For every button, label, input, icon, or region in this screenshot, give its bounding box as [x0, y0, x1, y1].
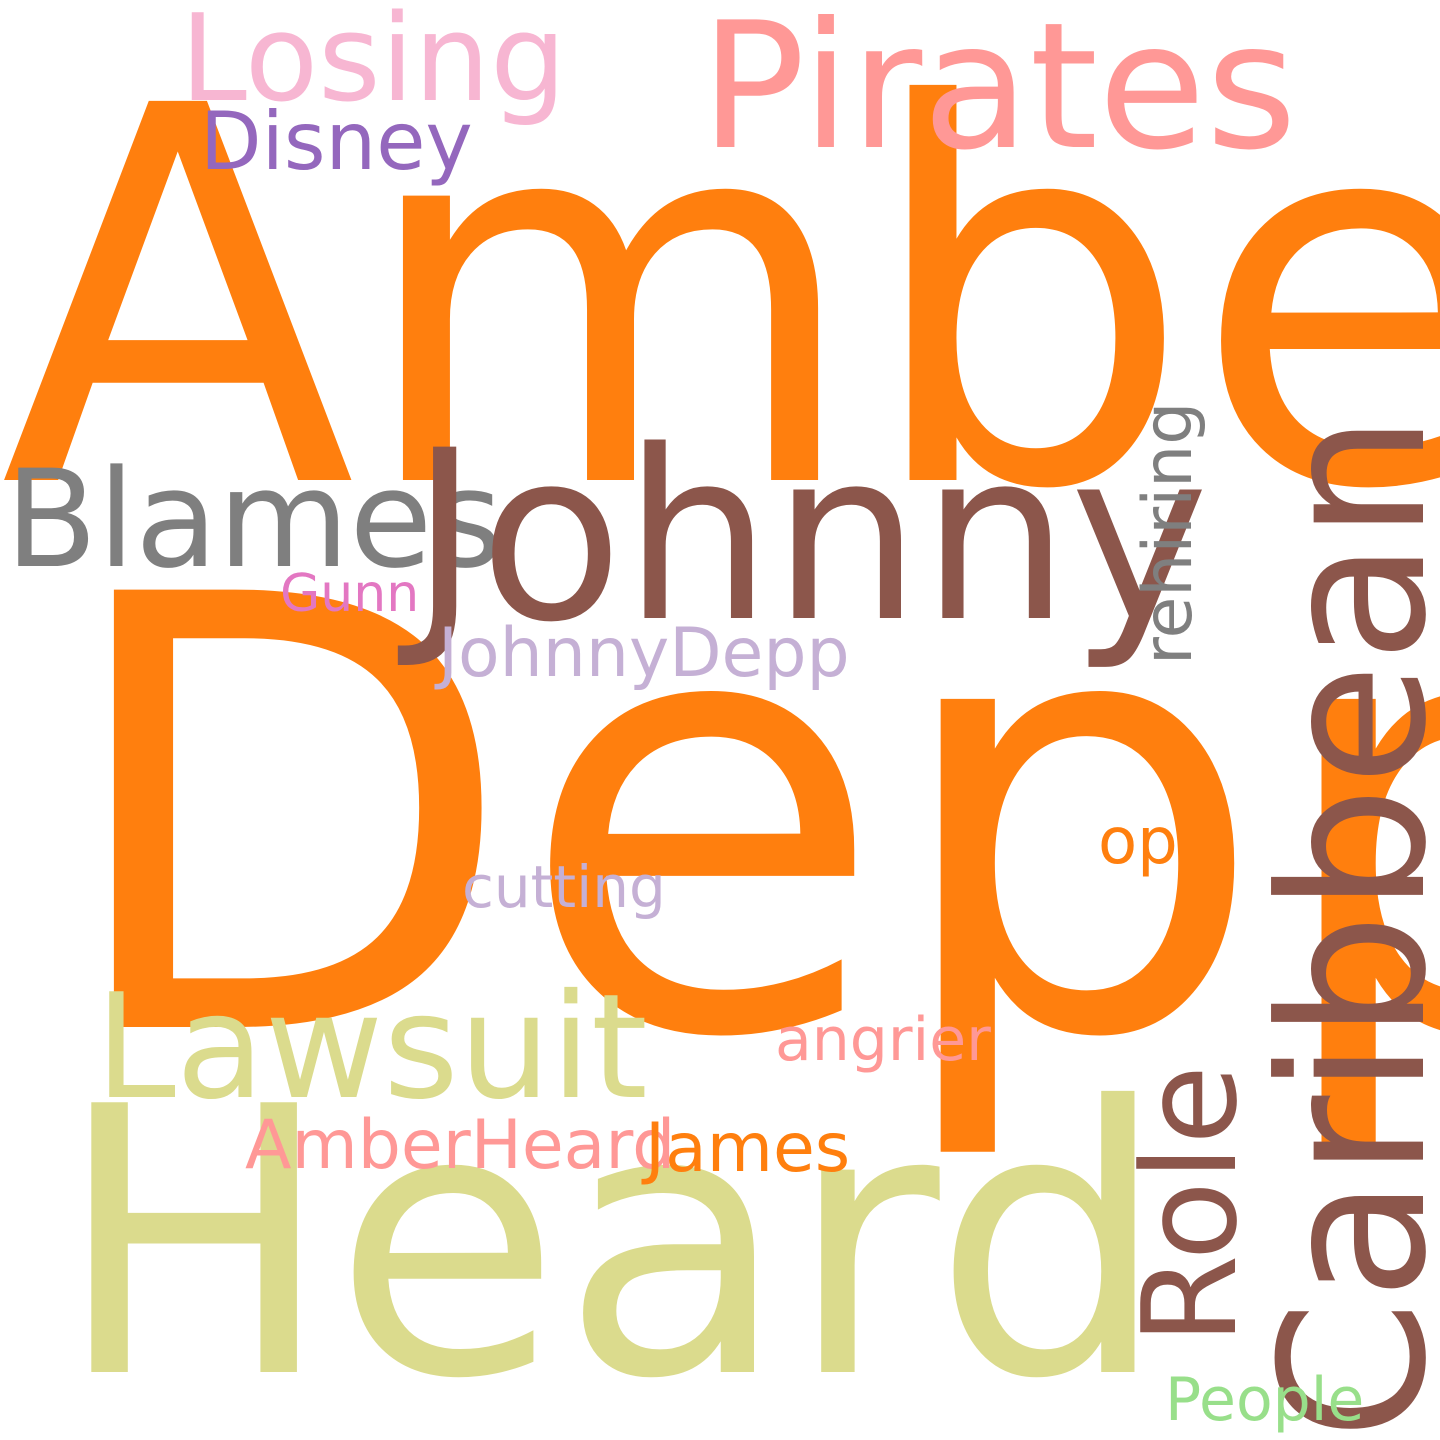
word-amber: Amber — [0, 0, 1440, 603]
word-johnny: Johnny — [410, 401, 1209, 674]
word-lawsuit: Lawsuit — [95, 963, 648, 1132]
word-caribbean: Caribbean — [1238, 413, 1440, 1440]
word-blames: Blames — [5, 441, 503, 598]
word-role: Role — [1114, 1064, 1266, 1345]
word-amberheard: AmberHeard — [245, 1106, 676, 1185]
word-losing: Losing — [180, 0, 567, 129]
word-heard: Heard — [55, 1030, 1169, 1440]
word-angrier: angrier — [775, 1005, 991, 1075]
word-johnnydepp: JohnnyDepp — [438, 614, 850, 693]
word-cutting: cutting — [462, 853, 666, 921]
word-pirates: Pirates — [700, 0, 1297, 189]
word-people: People — [1165, 1365, 1365, 1435]
word-depp: Depp — [55, 470, 1440, 1169]
word-op: op — [1098, 805, 1178, 879]
word-james: James — [645, 1109, 851, 1188]
word-disney: Disney — [200, 95, 473, 188]
word-gunn: Gunn — [280, 564, 420, 624]
word-rehiring: rehiring — [1129, 401, 1208, 665]
